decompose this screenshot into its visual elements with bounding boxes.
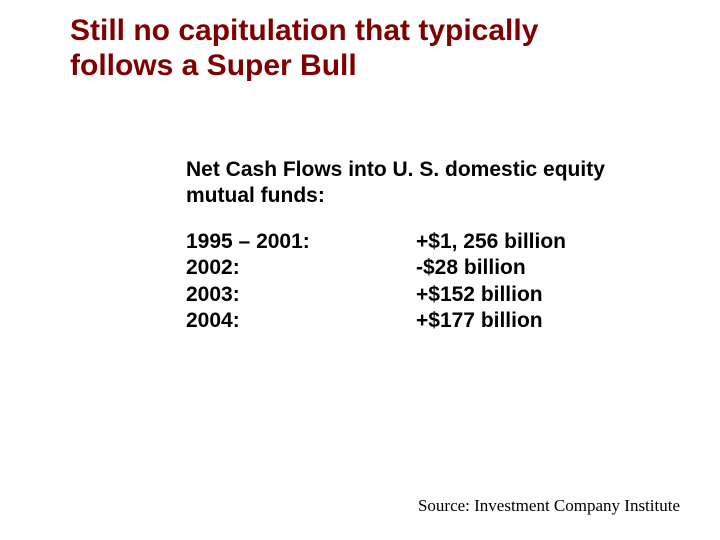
- table-row-period: 1995 – 2001:: [186, 229, 416, 255]
- table-row-period: 2002:: [186, 255, 416, 281]
- slide-title: Still no capitulation that typically fol…: [70, 14, 570, 83]
- source-attribution: Source: Investment Company Institute: [418, 496, 680, 516]
- flows-table: 1995 – 2001: +$1, 256 billion 2002: -$28…: [186, 229, 616, 334]
- slide: Still no capitulation that typically fol…: [0, 0, 720, 540]
- table-row-period: 2003:: [186, 282, 416, 308]
- table-row-value: -$28 billion: [416, 255, 616, 281]
- slide-subtitle: Net Cash Flows into U. S. domestic equit…: [186, 157, 626, 210]
- table-row-value: +$177 billion: [416, 308, 616, 334]
- table-row-value: +$152 billion: [416, 282, 616, 308]
- table-row-period: 2004:: [186, 308, 416, 334]
- table-row-value: +$1, 256 billion: [416, 229, 616, 255]
